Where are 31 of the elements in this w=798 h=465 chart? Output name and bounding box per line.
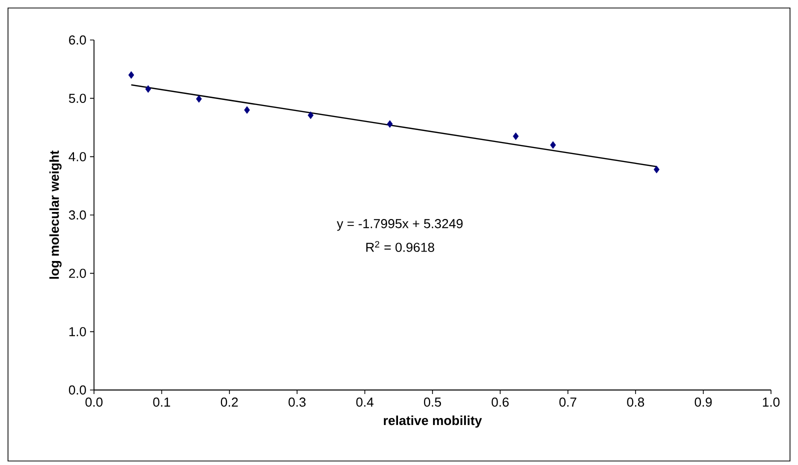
y-tick-label: 0.0 — [68, 385, 86, 395]
x-tick-label: 0.9 — [694, 398, 712, 407]
x-tick-label: 0.2 — [220, 398, 238, 407]
y-axis-title: log molecular weight — [49, 150, 62, 279]
point — [308, 111, 314, 120]
x-tick-label: 0.7 — [559, 398, 576, 407]
x-tick-label: 0.8 — [627, 398, 644, 407]
x-axis-title: relative mobility — [384, 416, 482, 428]
x-tick-label: 0.0 — [85, 398, 103, 407]
annotation: y = -1.7995x + 5.3249 — [336, 219, 463, 231]
point — [196, 95, 202, 103]
point — [512, 132, 519, 140]
y-tick-label: 1.0 — [69, 327, 86, 336]
x-tick-label: 0.5 — [424, 398, 441, 407]
y-tick-label: 4.0 — [68, 152, 86, 162]
point — [145, 85, 152, 93]
y-tick-label: 5.0 — [68, 94, 86, 103]
point — [654, 166, 660, 174]
x-tick-label: 0.3 — [288, 398, 306, 407]
point — [550, 141, 556, 149]
x-tick-label: 0.4 — [356, 398, 374, 407]
y-tick-label: 3.0 — [68, 210, 86, 220]
x-tick-label: 0.1 — [153, 398, 170, 407]
point — [244, 106, 250, 114]
y-tick-label: 6.0 — [69, 35, 86, 45]
point — [128, 71, 134, 79]
point — [386, 120, 393, 128]
y-tick-label: 2.0 — [69, 268, 86, 278]
x-tick-label: 0.6 — [492, 398, 509, 407]
annotation: R$^{2}$ = 0.9618 — [366, 241, 434, 252]
x-tick-label: 1.0 — [762, 398, 780, 407]
